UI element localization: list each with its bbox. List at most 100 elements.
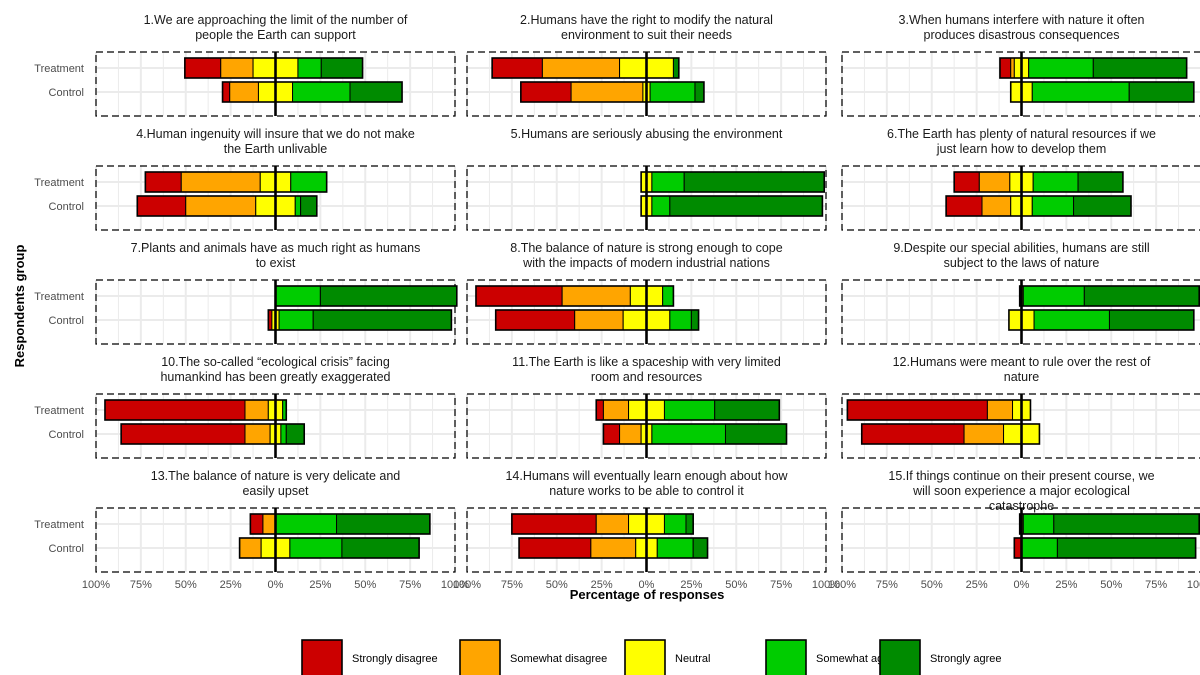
legend-swatch xyxy=(765,639,807,675)
bar-segment-strongly-disagree xyxy=(945,195,983,217)
x-tick-label: 75% xyxy=(876,579,898,591)
bar-segment-strongly-agree xyxy=(1083,285,1200,307)
bar-segment-somewhat-agree xyxy=(662,285,674,307)
bar-group-control xyxy=(520,81,705,103)
bar-group-control xyxy=(602,423,788,445)
bar-segment-strongly-agree xyxy=(285,423,305,445)
bar-segment-somewhat-disagree xyxy=(619,423,642,445)
bar-segment-somewhat-agree xyxy=(1031,195,1075,217)
bar-segment-strongly-agree xyxy=(694,81,705,103)
panel-14: 14.Humans will eventually learn enough a… xyxy=(453,469,840,591)
legend-swatch xyxy=(624,639,666,675)
bar-segment-somewhat-disagree xyxy=(1010,57,1015,79)
bar-outline xyxy=(640,195,824,217)
bar-segment-strongly-agree xyxy=(683,171,825,193)
bar-segment-somewhat-agree xyxy=(1033,309,1110,331)
bar-segment-somewhat-agree xyxy=(656,537,694,559)
x-tick-label: 100% xyxy=(812,579,840,591)
bar-segment-somewhat-agree xyxy=(292,81,351,103)
bar-outline xyxy=(1018,285,1200,307)
bar-outline xyxy=(520,81,705,103)
panel-13: 13.The balance of nature is very delicat… xyxy=(34,469,469,591)
bar-segment-strongly-disagree xyxy=(602,423,621,445)
y-tick-label: Treatment xyxy=(34,177,84,189)
legend-swatch xyxy=(301,639,343,675)
bar-group-treatment xyxy=(1018,285,1200,307)
x-tick-label: 75% xyxy=(770,579,792,591)
bar-segment-somewhat-disagree xyxy=(981,195,1012,217)
bar-group-treatment xyxy=(184,57,364,79)
bar-segment-somewhat-disagree xyxy=(986,399,1014,421)
bar-segment-strongly-agree xyxy=(714,399,780,421)
bar-outline xyxy=(860,423,1041,445)
panel-12: 12.Humans were meant to rule over the re… xyxy=(841,355,1200,459)
bar-segment-somewhat-agree xyxy=(275,513,338,535)
bar-group-treatment xyxy=(1018,513,1200,535)
bar-group-treatment xyxy=(999,57,1188,79)
x-tick-label: 50% xyxy=(921,579,943,591)
y-axis-title: Respondents group xyxy=(12,245,27,368)
bar-group-control xyxy=(518,537,709,559)
bar-segment-somewhat-disagree xyxy=(978,171,1011,193)
panel-title: 9.Despite our special abilities, humans … xyxy=(893,241,1149,270)
bar-segment-somewhat-agree xyxy=(289,537,343,559)
bar-group-treatment xyxy=(953,171,1124,193)
bar-segment-somewhat-agree xyxy=(1022,285,1085,307)
bar-outline xyxy=(640,171,826,193)
y-tick-label: Treatment xyxy=(34,405,84,417)
bar-segment-somewhat-agree xyxy=(1031,81,1130,103)
bar-group-treatment xyxy=(274,285,458,307)
bar-group-treatment xyxy=(249,513,431,535)
bar-outline xyxy=(511,513,694,535)
bar-segment-strongly-agree xyxy=(319,285,458,307)
x-tick-label: 25% xyxy=(1055,579,1077,591)
bar-segment-somewhat-agree xyxy=(663,399,716,421)
panel-1: 1.We are approaching the limit of the nu… xyxy=(34,13,456,117)
y-tick-label: Control xyxy=(49,201,84,213)
panel-15: 15.If things continue on their present c… xyxy=(828,469,1200,591)
bar-group-control xyxy=(1013,537,1197,559)
bar-group-treatment xyxy=(475,285,675,307)
bar-segment-somewhat-agree xyxy=(1021,537,1058,559)
bar-segment-somewhat-agree xyxy=(294,195,302,217)
x-tick-label: 50% xyxy=(725,579,747,591)
bar-group-control xyxy=(494,309,700,331)
x-tick-label: 75% xyxy=(1145,579,1167,591)
x-tick-label: 100% xyxy=(1187,579,1200,591)
x-tick-label: 50% xyxy=(175,579,197,591)
panel-title: 4.Human ingenuity will insure that we do… xyxy=(136,127,415,156)
panel-title: 10.The so-called “ecological crisis” fac… xyxy=(160,355,390,384)
x-tick-label: 100% xyxy=(82,579,110,591)
legend-label: Somewhat disagree xyxy=(510,653,607,665)
bar-segment-strongly-agree xyxy=(341,537,420,559)
bar-segment-strongly-disagree xyxy=(846,399,988,421)
bar-outline xyxy=(249,513,431,535)
legend-label: Strongly agree xyxy=(930,653,1002,665)
bar-outline xyxy=(518,537,709,559)
legend-item-neutral: Neutral xyxy=(624,639,710,675)
bar-segment-strongly-disagree xyxy=(104,399,246,421)
bar-group-control xyxy=(267,309,453,331)
bar-outline xyxy=(104,399,288,421)
panel-8: 8.The balance of nature is strong enough… xyxy=(466,241,827,345)
bar-segment-strongly-agree xyxy=(724,423,788,445)
bar-group-control xyxy=(221,81,403,103)
bar-segment-strongly-agree xyxy=(312,309,452,331)
x-tick-label: 100% xyxy=(828,579,856,591)
legend-swatch xyxy=(459,639,501,675)
panel-title: 12.Humans were meant to rule over the re… xyxy=(893,355,1151,384)
x-tick-label: 100% xyxy=(441,579,469,591)
panel-title: 2.Humans have the right to modify the na… xyxy=(520,13,773,42)
bar-group-control xyxy=(1009,81,1195,103)
bar-group-treatment xyxy=(595,399,781,421)
bar-segment-somewhat-disagree xyxy=(185,195,257,217)
panel-5: 5.Humans are seriously abusing the envir… xyxy=(466,127,827,231)
panel-11: 11.The Earth is like a spaceship with ve… xyxy=(466,355,827,459)
bar-group-treatment xyxy=(640,171,826,193)
bar-segment-strongly-agree xyxy=(685,513,694,535)
x-tick-label: 75% xyxy=(501,579,523,591)
bar-group-control xyxy=(640,195,824,217)
x-tick-label: 0% xyxy=(639,579,655,591)
bar-segment-somewhat-disagree xyxy=(602,399,630,421)
